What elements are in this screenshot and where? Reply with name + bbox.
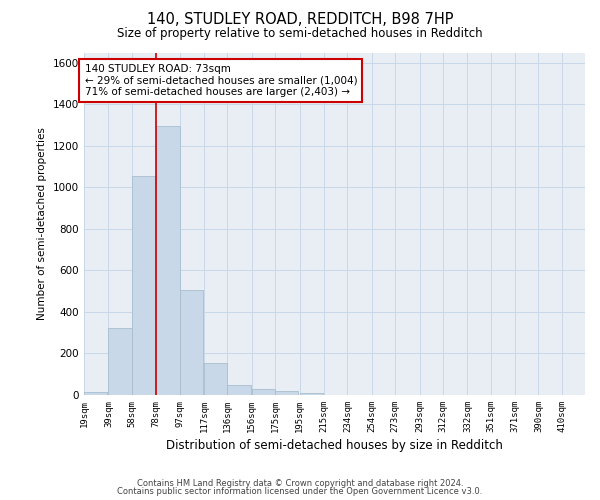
Text: Size of property relative to semi-detached houses in Redditch: Size of property relative to semi-detach… <box>117 28 483 40</box>
X-axis label: Distribution of semi-detached houses by size in Redditch: Distribution of semi-detached houses by … <box>166 439 503 452</box>
Bar <box>156 126 179 395</box>
Y-axis label: Number of semi-detached properties: Number of semi-detached properties <box>37 128 47 320</box>
Bar <box>132 176 155 395</box>
Bar <box>252 389 275 395</box>
Bar <box>84 392 107 395</box>
Bar <box>109 328 132 395</box>
Bar <box>227 384 251 395</box>
Bar <box>275 391 298 395</box>
Bar <box>204 363 227 395</box>
Bar <box>299 393 323 395</box>
Text: 140 STUDLEY ROAD: 73sqm
← 29% of semi-detached houses are smaller (1,004)
71% of: 140 STUDLEY ROAD: 73sqm ← 29% of semi-de… <box>85 64 357 97</box>
Text: Contains HM Land Registry data © Crown copyright and database right 2024.: Contains HM Land Registry data © Crown c… <box>137 478 463 488</box>
Text: Contains public sector information licensed under the Open Government Licence v3: Contains public sector information licen… <box>118 487 482 496</box>
Text: 140, STUDLEY ROAD, REDDITCH, B98 7HP: 140, STUDLEY ROAD, REDDITCH, B98 7HP <box>147 12 453 28</box>
Bar <box>179 290 203 395</box>
